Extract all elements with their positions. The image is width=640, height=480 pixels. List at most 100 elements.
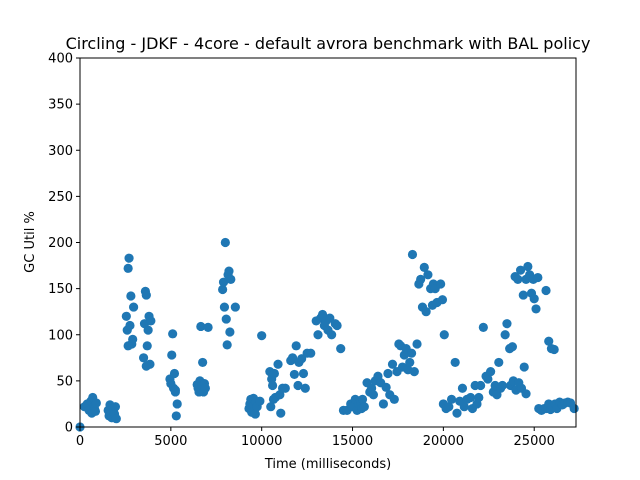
- data-point: [327, 330, 337, 340]
- data-point: [541, 285, 551, 296]
- y-tick-label: 250: [48, 190, 73, 205]
- data-point: [289, 369, 299, 380]
- data-point: [90, 406, 101, 416]
- data-point: [549, 344, 559, 355]
- y-axis-ticks: 0 50 100 150 200 250 300 350 400: [48, 52, 80, 436]
- data-point: [544, 336, 554, 346]
- data-point: [143, 325, 153, 335]
- data-point: [293, 380, 303, 391]
- data-point: [221, 314, 231, 324]
- data-point: [518, 290, 528, 300]
- data-point: [276, 408, 286, 418]
- data-point: [111, 414, 121, 424]
- data-point: [513, 274, 523, 284]
- data-point: [478, 322, 488, 332]
- data-point: [138, 353, 149, 363]
- data-point: [427, 300, 438, 310]
- data-point: [121, 311, 131, 321]
- data-point: [381, 382, 391, 392]
- data-point: [436, 279, 446, 289]
- chart-title: Circling - JDKF - 4core - default avrora…: [66, 34, 591, 53]
- data-point: [167, 350, 177, 360]
- y-tick-label: 300: [48, 144, 73, 159]
- data-point: [198, 357, 208, 368]
- data-point: [519, 362, 529, 372]
- data-point: [497, 380, 508, 391]
- data-point: [291, 341, 301, 351]
- data-point: [226, 274, 236, 284]
- data-point: [91, 398, 101, 408]
- data-point: [170, 385, 180, 395]
- data-point: [452, 408, 462, 418]
- data-point: [336, 343, 346, 354]
- y-tick-label: 150: [48, 282, 73, 297]
- data-point: [416, 274, 426, 284]
- data-point: [357, 394, 368, 404]
- y-tick-label: 100: [48, 328, 73, 343]
- data-point: [389, 394, 399, 404]
- data-point: [266, 402, 276, 412]
- data-point: [368, 390, 379, 400]
- data-point: [218, 277, 229, 287]
- data-point: [171, 411, 181, 421]
- data-point: [569, 403, 579, 414]
- data-point: [439, 330, 449, 340]
- data-point: [172, 399, 182, 409]
- data-point: [300, 383, 310, 393]
- y-axis-label: GC Util %: [23, 211, 38, 273]
- y-tick-label: 0: [65, 421, 73, 436]
- data-point: [273, 359, 283, 369]
- x-axis-label: Time (milliseconds): [264, 457, 391, 472]
- data-point: [406, 348, 417, 358]
- data-point: [230, 302, 240, 312]
- data-point: [220, 237, 230, 248]
- data-point: [141, 290, 151, 300]
- data-point: [383, 368, 393, 379]
- data-point: [125, 320, 135, 331]
- data-point: [123, 263, 133, 273]
- data-point: [123, 341, 133, 351]
- data-point: [169, 368, 180, 379]
- x-tick-label: 20000: [423, 434, 464, 449]
- data-point: [128, 334, 138, 344]
- data-point: [219, 302, 230, 312]
- data-point: [250, 409, 260, 419]
- data-point: [306, 348, 316, 358]
- data-point: [225, 327, 235, 337]
- data-point: [474, 392, 484, 403]
- data-point: [255, 396, 265, 406]
- data-point: [298, 368, 309, 379]
- data-point: [446, 394, 457, 404]
- data-point: [110, 402, 121, 412]
- data-point: [523, 261, 533, 272]
- data-point: [494, 357, 504, 368]
- data-point: [224, 266, 234, 276]
- data-point: [450, 357, 460, 368]
- data-point: [459, 402, 469, 412]
- data-point: [529, 294, 539, 304]
- data-point: [407, 249, 418, 260]
- data-point: [128, 302, 139, 312]
- data-point: [146, 316, 156, 326]
- data-point: [419, 262, 429, 273]
- x-tick-label: 25000: [514, 434, 555, 449]
- data-point: [269, 368, 280, 379]
- data-point: [466, 392, 476, 403]
- data-point: [126, 291, 136, 301]
- data-point: [332, 320, 342, 331]
- data-point: [378, 399, 389, 409]
- x-tick-label: 15000: [332, 434, 373, 449]
- data-point: [203, 322, 213, 332]
- data-point: [257, 331, 267, 341]
- data-point: [412, 339, 422, 349]
- data-point: [287, 353, 298, 363]
- data-point: [507, 342, 518, 352]
- data-point: [533, 272, 543, 283]
- data-point: [486, 367, 496, 377]
- y-tick-label: 50: [56, 374, 73, 389]
- x-tick-label: 5000: [154, 434, 187, 449]
- x-axis-ticks: 0 5000 10000 15000 20000 25000: [76, 427, 555, 449]
- x-tick-label: 10000: [241, 434, 282, 449]
